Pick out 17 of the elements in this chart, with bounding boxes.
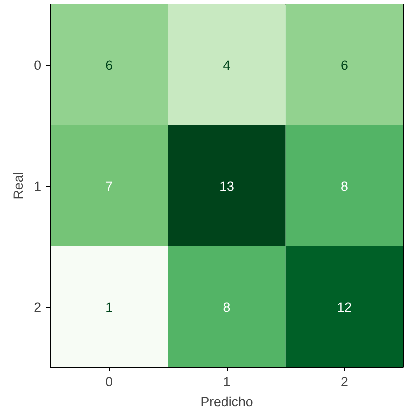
data-label: 8 [340,179,348,194]
data-label: 12 [337,300,352,315]
y-axis-title: Real [11,172,26,200]
data-label: 7 [106,179,114,194]
data-label: 1 [106,300,114,315]
y-tick-label: 2 [34,300,42,315]
x-axis-title: Predicho [200,394,254,410]
data-label: 4 [223,58,232,73]
y-tick-label: 1 [34,179,42,194]
data-label: 6 [106,58,114,73]
x-tick-label: 2 [340,374,348,390]
x-tick-label: 1 [223,374,231,390]
data-label: 6 [340,58,348,73]
y-tick-label: 0 [34,58,42,73]
data-label: 13 [220,179,234,194]
x-tick-label: 0 [106,374,114,390]
data-label: 8 [223,300,231,315]
